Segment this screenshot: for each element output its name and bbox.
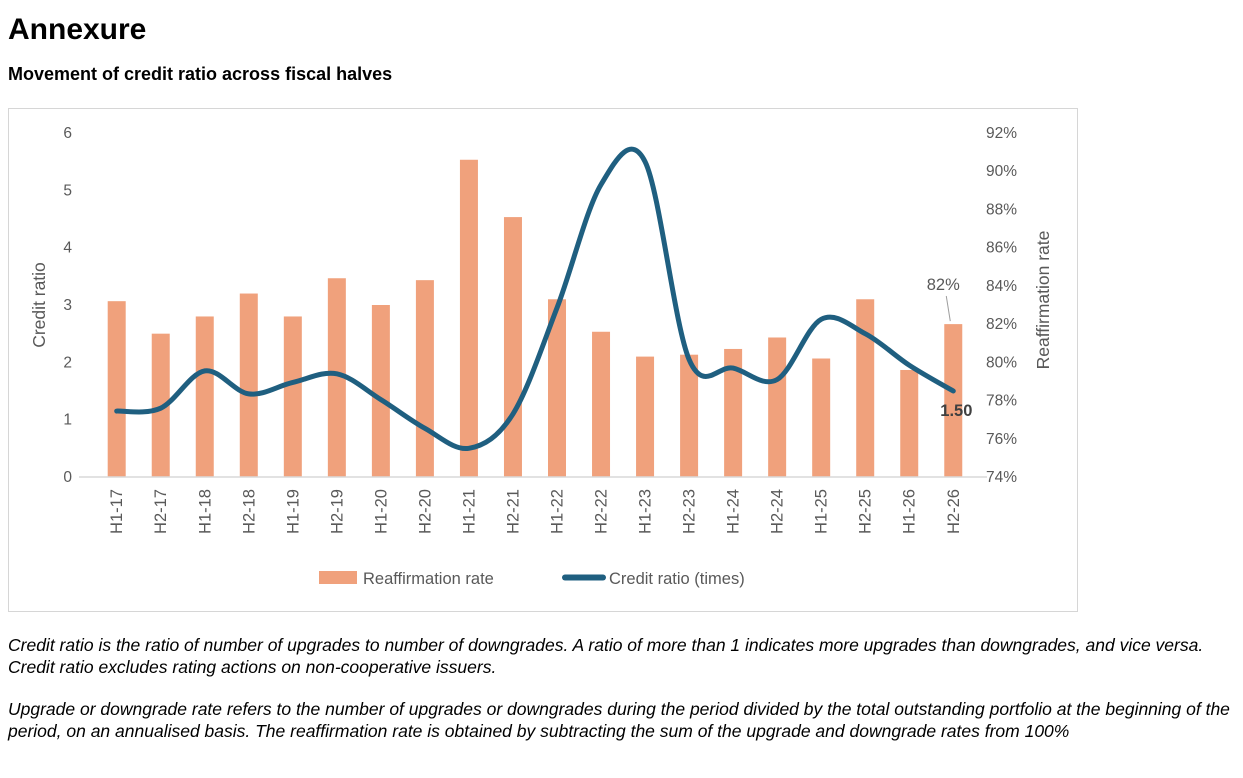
- legend-label-reaffirmation-rate: Reaffirmation rate: [363, 570, 494, 588]
- bar-H1-18: [195, 316, 214, 477]
- bar-H2-24: [768, 337, 787, 477]
- page-title: Annexure: [8, 13, 147, 46]
- x-axis-label-H1-24: H1-24: [725, 489, 743, 534]
- right-axis-tick: 90%: [986, 163, 1017, 180]
- annotation-last-line-value: 1.50: [940, 402, 972, 420]
- chart-title: Movement of credit ratio across fiscal h…: [8, 64, 393, 84]
- x-axis-label-H1-17: H1-17: [108, 489, 126, 534]
- bar-H2-22: [592, 331, 611, 477]
- right-axis-tick: 88%: [986, 201, 1017, 218]
- x-axis-label-H2-17: H2-17: [152, 489, 170, 534]
- right-axis-title: Reaffirmation rate: [1033, 231, 1053, 370]
- right-axis-tick: 86%: [986, 240, 1017, 257]
- annotation-leader-line: [945, 295, 951, 322]
- x-axis-label-H1-22: H1-22: [549, 489, 567, 534]
- bar-H1-17: [107, 301, 126, 477]
- bar-H1-25: [812, 358, 831, 477]
- left-axis-tick: 3: [63, 297, 72, 314]
- bar-H1-23: [636, 356, 655, 477]
- x-axis-label-H1-20: H1-20: [372, 489, 390, 534]
- x-axis-label-H2-25: H2-25: [857, 489, 875, 534]
- right-axis-tick: 78%: [986, 393, 1017, 410]
- x-axis-label-H1-21: H1-21: [460, 489, 478, 534]
- x-axis-label-H1-19: H1-19: [284, 489, 302, 534]
- bar-H2-19: [327, 278, 346, 477]
- bar-H1-24: [724, 348, 743, 477]
- bar-H2-21: [503, 217, 522, 477]
- annotation-last-bar-value: 82%: [927, 276, 960, 294]
- left-axis-tick: 2: [63, 354, 72, 371]
- x-axis-label-H2-26: H2-26: [945, 489, 963, 534]
- x-axis-label-H2-22: H2-22: [593, 489, 611, 534]
- bar-H2-23: [680, 354, 699, 477]
- left-axis-tick: 1: [63, 412, 72, 429]
- x-axis-label-H2-24: H2-24: [769, 489, 787, 534]
- legend-label-credit-ratio: Credit ratio (times): [609, 570, 745, 588]
- bar-H1-19: [283, 316, 302, 477]
- x-axis-label-H1-25: H1-25: [813, 489, 831, 534]
- left-axis-tick: 4: [63, 240, 72, 257]
- x-axis-label-H2-23: H2-23: [681, 489, 699, 534]
- credit-ratio-line: [114, 146, 956, 451]
- bar-H2-20: [415, 280, 434, 477]
- legend-swatch-reaffirmation-rate: [319, 571, 357, 584]
- footnote-reaffirmation-rate: Upgrade or downgrade rate refers to the …: [8, 699, 1230, 741]
- footnote-credit-ratio: Credit ratio is the ratio of number of u…: [8, 635, 1204, 677]
- credit-ratio-chart: 0 1 2 3 4 5 6 74% 76% 78% 80% 82% 84% 86% 88% 90% 92% H1-…: [29, 125, 1053, 588]
- right-axis-tick: 76%: [986, 431, 1017, 448]
- left-axis-tick: 6: [63, 125, 72, 142]
- bar-H1-20: [371, 305, 390, 477]
- x-axis-label-H2-18: H2-18: [240, 489, 258, 534]
- x-axis-label-H1-18: H1-18: [196, 489, 214, 534]
- bar-H1-22: [548, 299, 566, 477]
- chart-frame: 0 1 2 3 4 5 6 74% 76% 78% 80% 82% 84% 86% 88% 90% 92% H1-…: [8, 108, 1078, 612]
- x-axis-label-H1-23: H1-23: [637, 489, 655, 534]
- left-axis-title: Credit ratio: [29, 262, 49, 348]
- right-axis-tick: 82%: [986, 316, 1017, 333]
- x-axis-label-H2-20: H2-20: [416, 489, 434, 534]
- bar-H2-18: [239, 293, 258, 477]
- bar-H2-26: [944, 324, 963, 477]
- x-axis-label-H1-26: H1-26: [901, 489, 919, 534]
- bar-H1-26: [900, 369, 919, 477]
- x-axis-label-H2-21: H2-21: [504, 489, 522, 534]
- right-axis-tick: 74%: [986, 469, 1017, 486]
- bar-H1-21: [459, 159, 478, 477]
- left-axis-tick: 0: [63, 469, 72, 486]
- right-axis-tick: 84%: [986, 278, 1017, 295]
- bar-H2-17: [151, 333, 170, 477]
- right-axis-tick: 92%: [986, 125, 1017, 142]
- left-axis-tick: 5: [63, 182, 72, 199]
- right-axis-tick: 80%: [986, 354, 1017, 371]
- bar-H2-25: [856, 299, 875, 477]
- x-axis-label-H2-19: H2-19: [328, 489, 346, 534]
